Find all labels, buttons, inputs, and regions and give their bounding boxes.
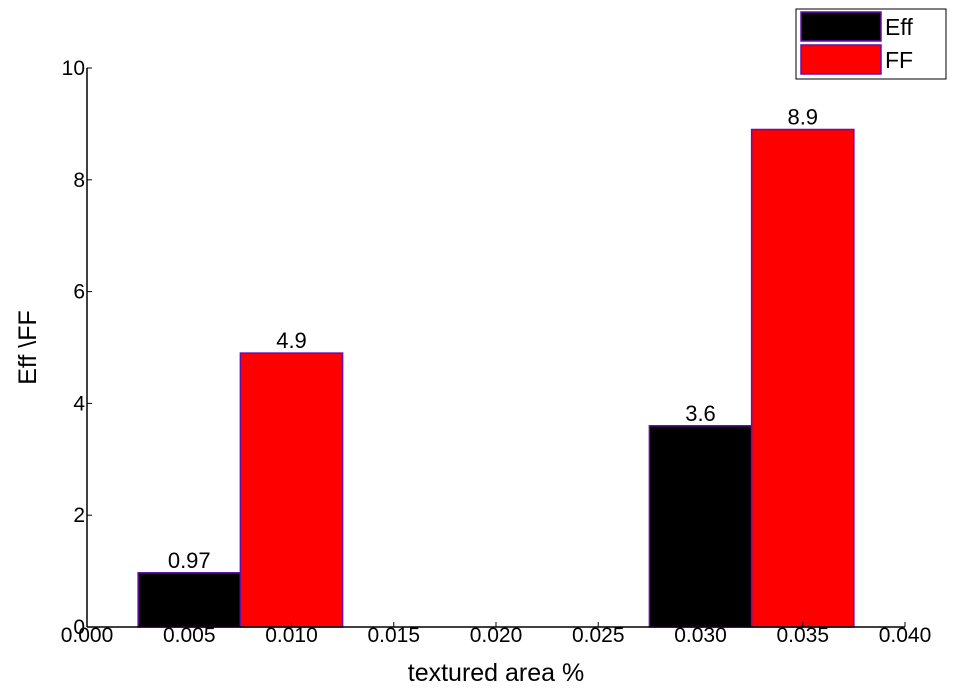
legend-label-ff: FF bbox=[885, 47, 913, 73]
y-tick-label: 4 bbox=[73, 392, 85, 415]
legend-label-eff: Eff bbox=[885, 14, 913, 40]
bar-eff bbox=[137, 572, 242, 628]
legend-swatch-eff bbox=[800, 11, 882, 42]
x-tick-label: 0.030 bbox=[674, 624, 727, 647]
legend-swatch-ff bbox=[800, 44, 882, 75]
y-axis-label: Eff \FF bbox=[14, 310, 42, 385]
data-label: 8.9 bbox=[787, 104, 818, 129]
x-tick-label: 0.010 bbox=[265, 624, 318, 647]
data-labels-layer: 0.97 3.6 4.9 8.9 bbox=[168, 104, 818, 572]
x-tick-label: 0.025 bbox=[572, 624, 625, 647]
x-tick-label: 0.040 bbox=[879, 624, 932, 647]
x-axis-label: textured area % bbox=[408, 659, 585, 687]
data-label: 3.6 bbox=[685, 401, 716, 426]
x-tick-label: 0.035 bbox=[776, 624, 829, 647]
y-tick-label: 2 bbox=[73, 504, 85, 527]
ticks-layer: 0.000 0.005 0.010 0.015 0.020 0.025 0.030 0.035… bbox=[61, 57, 932, 647]
data-label: 0.97 bbox=[168, 548, 211, 573]
bar-eff bbox=[648, 425, 753, 628]
bar-ff bbox=[750, 128, 855, 628]
x-tick-label: 0.015 bbox=[367, 624, 420, 647]
x-tick-label: 0.005 bbox=[163, 624, 216, 647]
x-tick-label: 0.020 bbox=[470, 624, 523, 647]
legend: Eff FF bbox=[795, 8, 947, 80]
data-label: 4.9 bbox=[276, 328, 307, 353]
bar-ff bbox=[239, 352, 344, 628]
bars-layer bbox=[137, 128, 855, 628]
x-tick-label: 0.000 bbox=[61, 624, 114, 647]
y-tick-label: 10 bbox=[62, 57, 85, 80]
y-tick-label: 0 bbox=[73, 616, 85, 639]
y-tick-label: 6 bbox=[73, 281, 85, 304]
y-tick-label: 8 bbox=[73, 169, 85, 192]
